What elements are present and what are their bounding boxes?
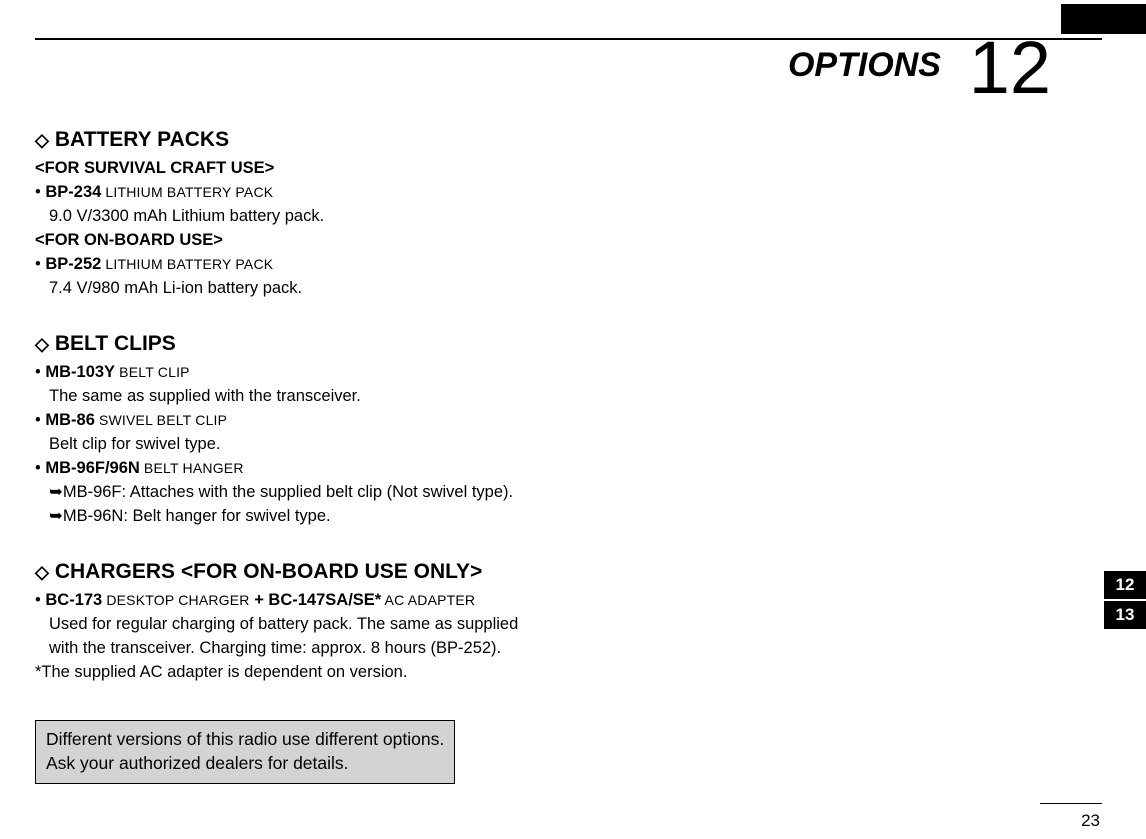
charger-item-1: • BC-173 DESKTOP CHARGER + BC-147SA/SE* …	[35, 588, 685, 612]
section-heading-chargers: ◇ CHARGERS <FOR ON-BOARD USE ONLY>	[35, 560, 685, 584]
corner-block	[1061, 4, 1146, 34]
section-heading-battery: ◇ BATTERY PACKS	[35, 128, 685, 152]
charger-item-1-d2: with the transceiver. Charging time: app…	[35, 636, 685, 660]
item-desc: BELT CLIP	[115, 364, 190, 380]
content-area: ◇BATTERY PACKS <FOR SURVIVAL CRAFT USE> …	[35, 128, 685, 684]
item-desc: LITHIUM BATTERY PACK	[101, 184, 273, 200]
footer-divider	[1040, 803, 1102, 805]
note-box: Different versions of this radio use dif…	[35, 720, 455, 784]
item-desc: SWIVEL BELT CLIP	[95, 412, 227, 428]
model-number: BP-234	[45, 183, 101, 201]
subheading-survival: <FOR SURVIVAL CRAFT USE>	[35, 156, 685, 180]
bullet: •	[35, 411, 45, 429]
battery-item-1: • BP-234 LITHIUM BATTERY PACK	[35, 180, 685, 204]
model-plus: + BC-147SA/SE*	[250, 591, 382, 609]
item-desc2: AC ADAPTER	[381, 592, 475, 608]
model-number: MB-86	[45, 411, 95, 429]
item-desc: LITHIUM BATTERY PACK	[101, 256, 273, 272]
note-line-1: Different versions of this radio use dif…	[46, 727, 444, 751]
model-number: BC-173	[45, 591, 102, 609]
chapter-number: 12	[969, 25, 1051, 110]
battery-item-1-detail: 9.0 V/3300 mAh Lithium battery pack.	[35, 204, 685, 228]
diamond-icon: ◇	[35, 130, 49, 150]
model-number: MB-96F/96N	[45, 459, 139, 477]
tab-13[interactable]: 13	[1104, 601, 1146, 629]
charger-item-1-d1: Used for regular charging of battery pac…	[35, 612, 685, 636]
tab-12[interactable]: 12	[1104, 571, 1146, 599]
belt-item-2: • MB-86 SWIVEL BELT CLIP	[35, 408, 685, 432]
page-number: 23	[1081, 811, 1100, 831]
battery-item-2-detail: 7.4 V/980 mAh Li-ion battery pack.	[35, 276, 685, 300]
belt-item-3: • MB-96F/96N BELT HANGER	[35, 456, 685, 480]
model-number: BP-252	[45, 255, 101, 273]
bullet: •	[35, 183, 45, 201]
bullet: •	[35, 459, 45, 477]
chapter-title: OPTIONS	[788, 46, 941, 85]
bullet: •	[35, 255, 45, 273]
battery-item-2: • BP-252 LITHIUM BATTERY PACK	[35, 252, 685, 276]
subheading-onboard: <FOR ON-BOARD USE>	[35, 228, 685, 252]
charger-footnote: *The supplied AC adapter is dependent on…	[35, 660, 685, 684]
belt-item-3-d2: ➥MB-96N: Belt hanger for swivel type.	[35, 504, 685, 528]
heading-text: BATTERY PACKS	[55, 128, 229, 151]
diamond-icon: ◇	[35, 334, 49, 354]
diamond-icon: ◇	[35, 562, 49, 582]
belt-item-3-d1: ➥MB-96F: Attaches with the supplied belt…	[35, 480, 685, 504]
model-number: MB-103Y	[45, 363, 115, 381]
section-heading-belt: ◇ BELT CLIPS	[35, 332, 685, 356]
item-desc: DESKTOP CHARGER	[102, 592, 249, 608]
bullet: •	[35, 363, 45, 381]
belt-item-2-detail: Belt clip for swivel type.	[35, 432, 685, 456]
note-line-2: Ask your authorized dealers for details.	[46, 751, 444, 775]
header-divider	[35, 38, 1102, 40]
heading-text: CHARGERS <FOR ON-BOARD USE ONLY>	[55, 560, 482, 583]
heading-text: BELT CLIPS	[55, 332, 176, 355]
item-desc: BELT HANGER	[140, 460, 244, 476]
belt-item-1-detail: The same as supplied with the transceive…	[35, 384, 685, 408]
belt-item-1: • MB-103Y BELT CLIP	[35, 360, 685, 384]
side-tabs: 12 13	[1104, 571, 1146, 631]
bullet: •	[35, 591, 45, 609]
